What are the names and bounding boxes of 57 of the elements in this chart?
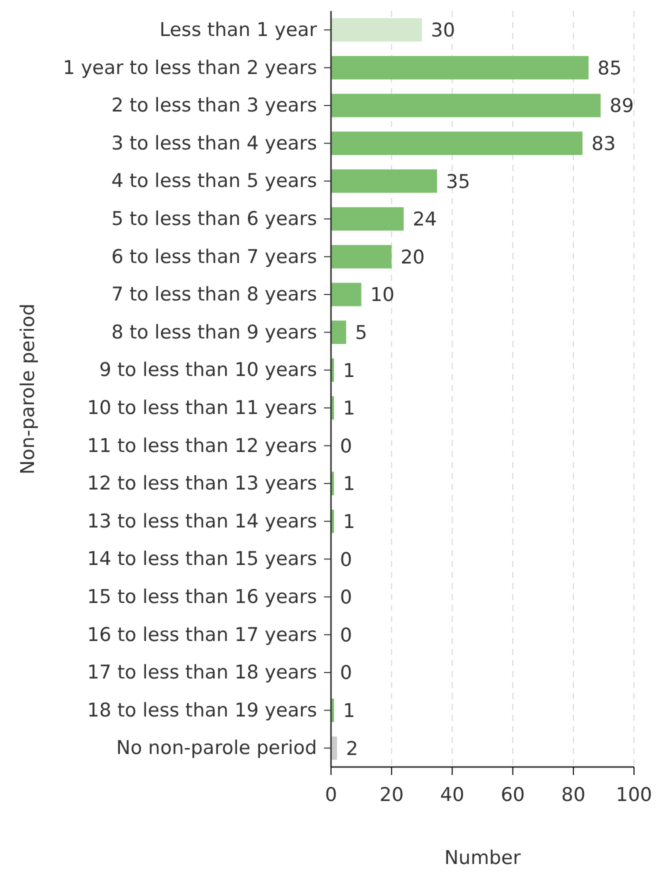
y-axis-title: Non-parole period xyxy=(17,304,39,474)
x-tick-label: 60 xyxy=(500,784,525,806)
bar xyxy=(331,282,362,306)
data-label: 0 xyxy=(340,548,352,571)
x-axis-title: Number xyxy=(444,847,521,869)
data-label: 24 xyxy=(412,208,437,231)
data-label: 20 xyxy=(400,246,425,268)
data-label: 5 xyxy=(355,322,368,344)
bar xyxy=(331,207,404,231)
y-tick-label: 2 to less than 3 years xyxy=(111,94,317,117)
data-label: 85 xyxy=(598,57,622,80)
y-tick-label: 16 to less than 17 years xyxy=(87,624,317,646)
y-tick-label: 15 to less than 16 years xyxy=(87,586,317,608)
y-tick-label: 8 to less than 9 years xyxy=(111,321,317,344)
data-label: 89 xyxy=(610,95,634,118)
data-label: 1 xyxy=(343,510,356,533)
y-tick-label: 7 to less than 8 years xyxy=(111,284,317,306)
y-tick-label: 13 to less than 14 years xyxy=(87,510,317,532)
bar xyxy=(331,169,438,193)
y-tick-label: 1 year to less than 2 years xyxy=(62,56,317,79)
data-label: 1 xyxy=(343,360,356,382)
bar xyxy=(331,320,346,344)
y-tick-label: No non-parole period xyxy=(116,737,317,760)
data-label: 0 xyxy=(340,624,352,646)
data-label: 10 xyxy=(370,284,394,306)
y-tick-label: 18 to less than 19 years xyxy=(87,699,317,722)
data-label: 30 xyxy=(430,20,456,42)
x-tick-label: 100 xyxy=(616,784,652,806)
bar xyxy=(331,94,601,118)
data-label: 83 xyxy=(591,132,616,155)
data-label: 1 xyxy=(343,473,356,496)
y-tick-label: 12 to less than 13 years xyxy=(87,472,317,495)
y-tick-label: Less than 1 year xyxy=(159,18,318,41)
bar xyxy=(331,244,392,268)
data-label: 35 xyxy=(446,170,470,193)
x-tick-label: 0 xyxy=(324,784,338,806)
data-label: 0 xyxy=(340,662,352,684)
y-tick-label: 3 to less than 4 years xyxy=(111,132,317,154)
data-label: 2 xyxy=(346,738,358,760)
y-tick-label: 6 to less than 7 years xyxy=(111,246,317,268)
bar xyxy=(331,56,589,80)
y-tick-label: 14 to less than 15 years xyxy=(87,548,317,570)
bar xyxy=(331,132,582,156)
data-label: 0 xyxy=(340,435,352,458)
y-tick-label: 10 to less than 11 years xyxy=(87,396,317,419)
y-tick-label: 4 to less than 5 years xyxy=(111,170,317,192)
x-tick-label: 80 xyxy=(561,784,586,806)
y-tick-label: 9 to less than 10 years xyxy=(99,359,317,382)
data-label: 1 xyxy=(343,398,356,420)
x-tick-label: 20 xyxy=(380,784,404,806)
x-tick-label: 40 xyxy=(440,784,464,806)
data-label: 0 xyxy=(340,586,352,609)
y-tick-label: 17 to less than 18 years xyxy=(87,662,317,684)
y-tick-label: 5 to less than 6 years xyxy=(111,208,317,230)
y-tick-label: 11 to less than 12 years xyxy=(87,434,317,457)
bar xyxy=(331,18,422,42)
data-label: 1 xyxy=(343,700,356,722)
